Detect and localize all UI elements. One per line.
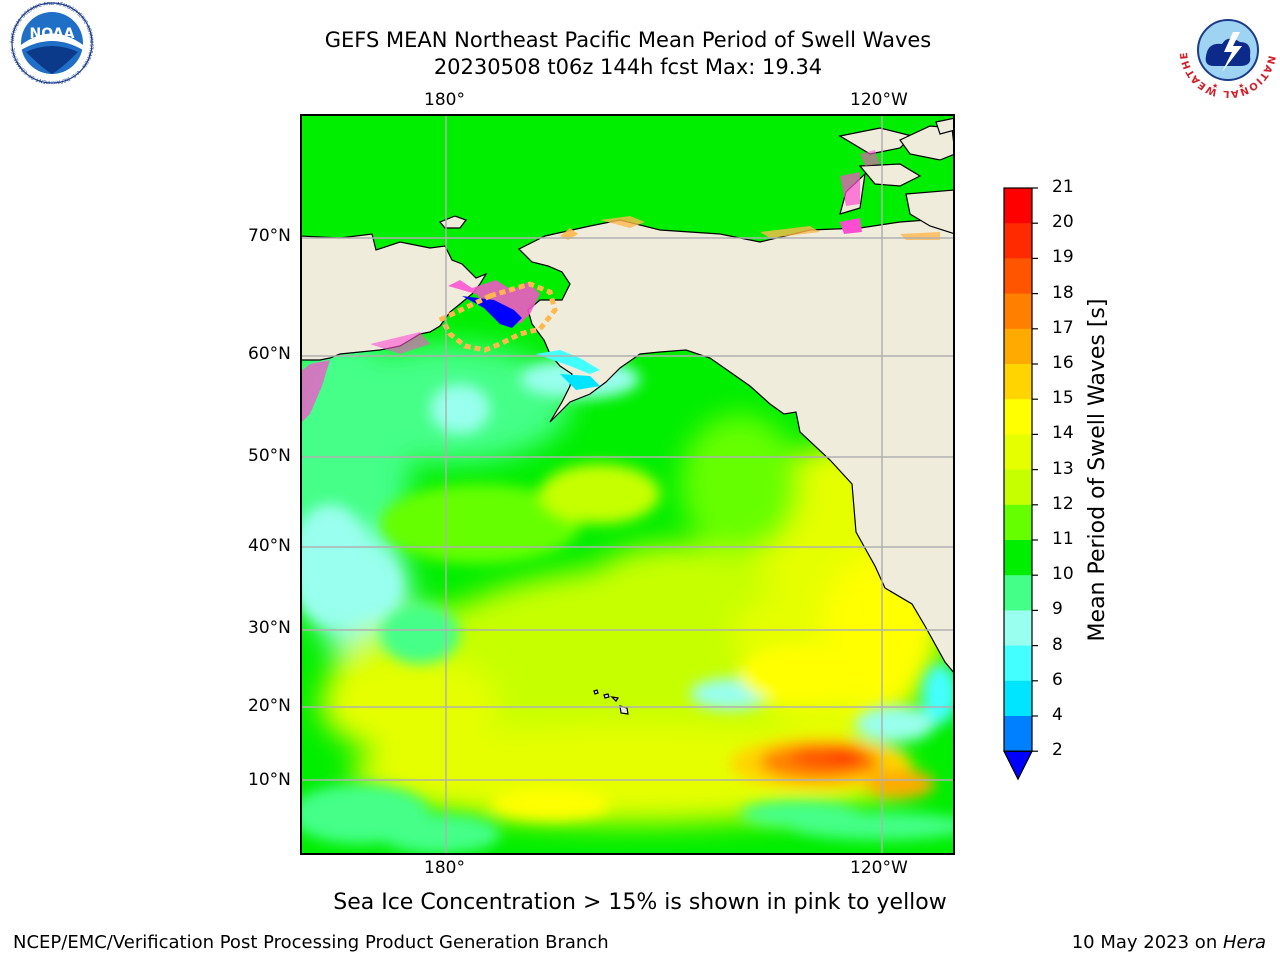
colorbar-band — [1004, 540, 1032, 576]
colorbar-band — [1004, 716, 1032, 752]
colorbar-tick-label: 4 — [1052, 705, 1063, 725]
date-text: 10 May 2023 on — [1071, 932, 1223, 953]
colorbar-band — [1004, 469, 1032, 506]
colorbar-band — [1004, 504, 1032, 541]
noaa-logo-text: NOAA — [30, 26, 75, 42]
colorbar-band — [1004, 575, 1032, 611]
colorbar-tick-label: 2 — [1052, 740, 1063, 761]
nws-logo-icon: NATIONAL WEATHER SERVICE ★ ★ — [1178, 2, 1278, 98]
graticule — [301, 115, 954, 854]
colorbar-band — [1004, 645, 1032, 682]
colorbar-label: Mean Period of Swell Waves [s] — [1085, 298, 1110, 642]
colorbar-tick-label: 16 — [1052, 353, 1074, 373]
lat-label-20n: 20°N — [248, 696, 291, 716]
sea-ice-note: Sea Ice Concentration > 15% is shown in … — [333, 890, 947, 915]
noaa-logo-icon: NATIONAL OCEANIC AND ATMOSPHERIC ADMINIS… — [2, 2, 102, 84]
swell-field-detail — [301, 359, 954, 854]
colorbar-tick-label: 20 — [1052, 212, 1074, 233]
colorbar-tick-label: 8 — [1052, 634, 1063, 655]
colorbar-tick-label: 17 — [1052, 317, 1074, 338]
colorbar-tick-label: 18 — [1052, 282, 1074, 303]
swell-field-broad — [301, 324, 950, 824]
bottom-lon-label-120w: 120°W — [850, 858, 908, 878]
lat-label-70n: 70°N — [248, 226, 291, 246]
top-lon-label-180: 180° — [424, 90, 465, 110]
lat-label-60n: 60°N — [248, 344, 291, 364]
bottom-lon-label-180: 180° — [424, 858, 465, 878]
chart-title-line2: 20230508 t06z 144h fcst Max: 19.34 — [433, 55, 823, 79]
colorbar-tick-label: 15 — [1052, 388, 1074, 409]
colorbar — [1000, 186, 1044, 786]
colorbar-tick-label: 14 — [1052, 423, 1074, 444]
map-panel — [300, 114, 955, 855]
colorbar-band — [1004, 610, 1032, 647]
colorbar-band — [1004, 258, 1032, 295]
lat-label-50n: 50°N — [248, 446, 291, 466]
colorbar-tick-label: 12 — [1052, 493, 1074, 514]
svg-text:★: ★ — [1238, 82, 1244, 90]
land-masses — [301, 117, 954, 715]
colorbar-tick-label: 10 — [1052, 564, 1074, 585]
map-frame — [300, 114, 955, 855]
colorbar-band — [1004, 188, 1032, 224]
top-lon-label-120w: 120°W — [850, 90, 908, 110]
svg-text:★: ★ — [1212, 82, 1218, 90]
colorbar-tick-label: 6 — [1052, 669, 1063, 690]
colorbar-band — [1004, 364, 1032, 400]
credit-text: NCEP/EMC/Verification Post Processing Pr… — [13, 932, 609, 953]
colorbar-band — [1004, 293, 1032, 330]
machine-name: Hera — [1222, 932, 1266, 953]
colorbar-band — [1004, 399, 1032, 435]
colorbar-band — [1004, 680, 1032, 717]
colorbar-tick-label: 9 — [1052, 599, 1063, 620]
colorbar-tick-label: 13 — [1052, 458, 1074, 479]
colorbar-tick-label: 21 — [1052, 177, 1074, 197]
colorbar-under-arrow — [1003, 750, 1033, 781]
lat-label-10n: 10°N — [248, 770, 291, 790]
chart-title-line1: GEFS MEAN Northeast Pacific Mean Period … — [324, 28, 932, 52]
colorbar-band — [1004, 223, 1032, 259]
colorbar-tick-label: 19 — [1052, 247, 1074, 268]
lat-label-30n: 30°N — [248, 618, 291, 638]
lat-label-40n: 40°N — [248, 536, 291, 556]
colorbar-band — [1004, 434, 1032, 471]
date-stamp: 10 May 2023 on Hera — [1072, 932, 1266, 953]
colorbar-tick-labels: 21 20 19 18 17 16 15 14 13 12 11 10 9 8 6 4 2 — [1052, 0, 1092, 960]
colorbar-band — [1004, 328, 1032, 365]
colorbar-tick-label: 11 — [1052, 529, 1074, 549]
